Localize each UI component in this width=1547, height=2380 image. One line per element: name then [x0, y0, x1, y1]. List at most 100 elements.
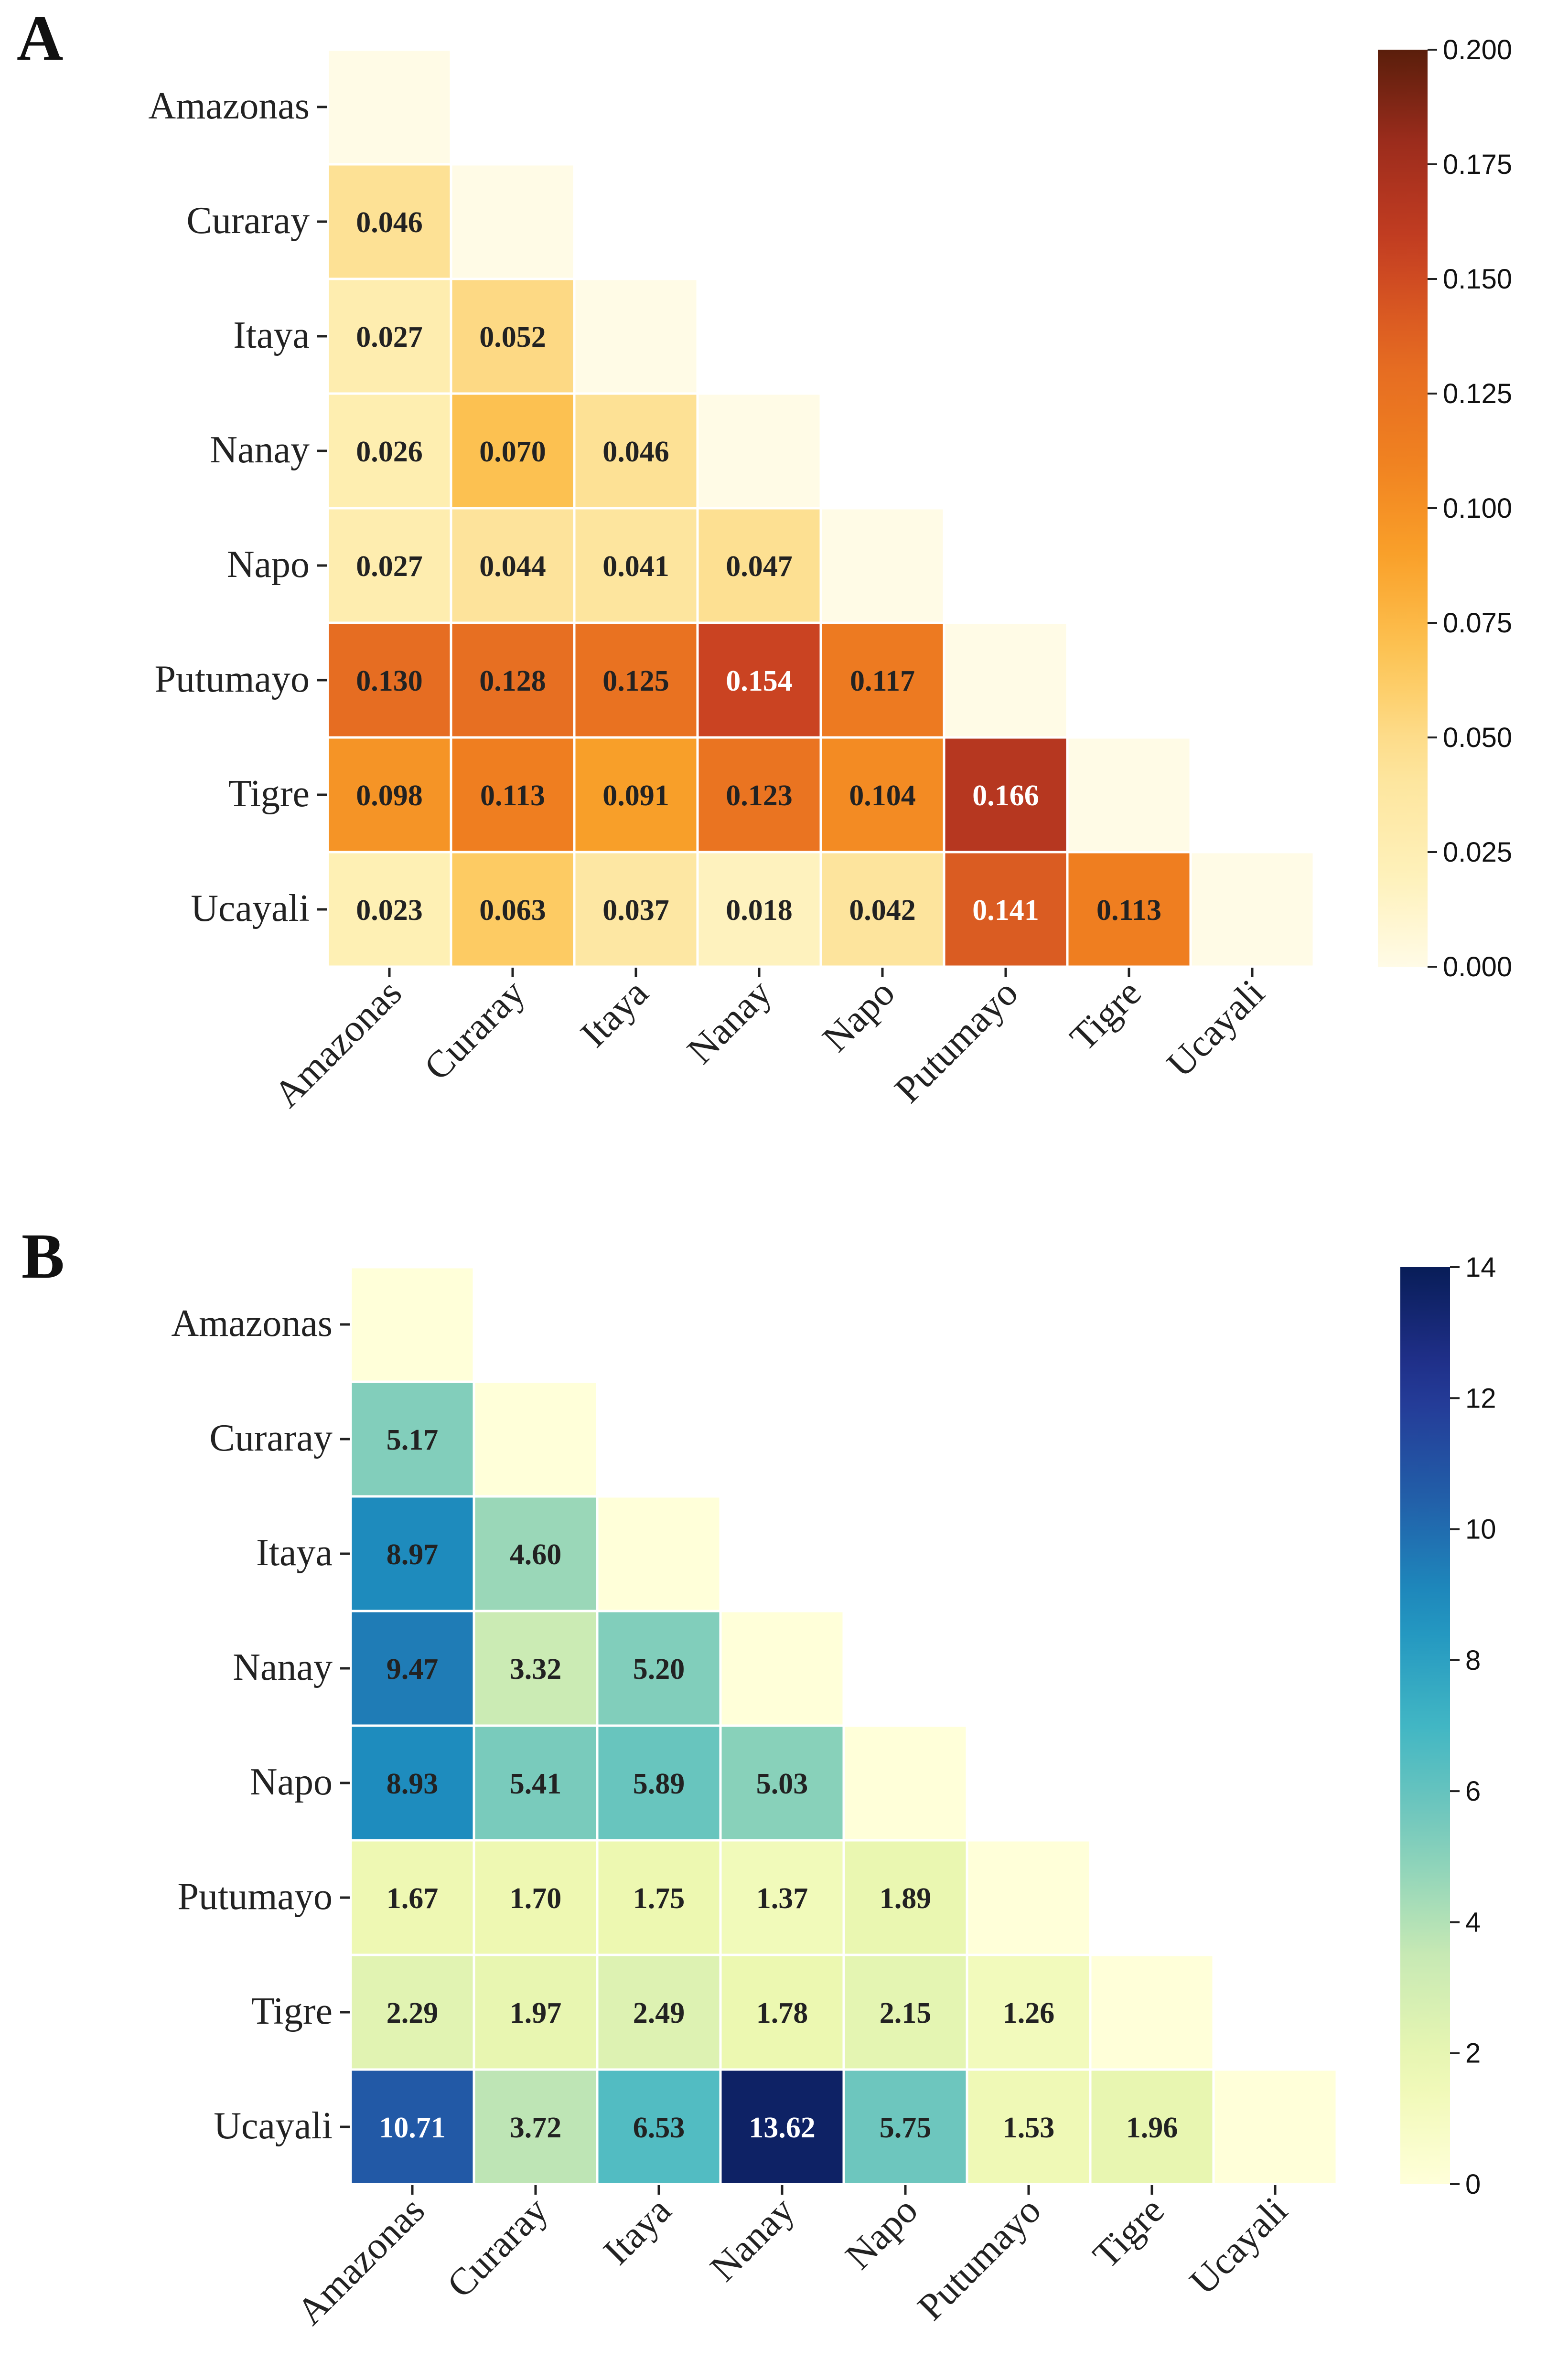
heatmap-cell-Itaya-Amazonas [349, 1495, 475, 1612]
heatmap-cell-Ucayali-Itaya [573, 851, 699, 968]
cell-value: 5.41 [510, 1768, 562, 1800]
cell-value: 1.26 [1003, 1997, 1055, 2029]
cell-value: 3.72 [510, 2112, 562, 2144]
cell-value: 1.70 [510, 1882, 562, 1915]
x-tick-label: Tigre [1062, 972, 1150, 1059]
y-tick-label: Curaray [186, 200, 310, 242]
cell-value: 5.89 [633, 1768, 685, 1800]
cell-value: 0.046 [356, 206, 423, 239]
heatmap-cell-Tigre-Putumayo [966, 1953, 1092, 2071]
heatmap-cell-Napo-Nanay [719, 1724, 845, 1842]
colorbar-tick-label: 0.050 [1443, 722, 1512, 753]
cell-value: 5.17 [387, 1424, 439, 1456]
cell-value: 0.027 [356, 550, 423, 583]
x-tick-label: Putumayo [887, 972, 1026, 1111]
heatmap-cell-Ucayali-Putumayo [966, 2068, 1092, 2186]
cell-value: 2.29 [387, 1997, 439, 2029]
cell-value: 0.027 [356, 321, 423, 353]
cell-value: 5.20 [633, 1653, 685, 1686]
heatmap-cell-Tigre-Itaya [596, 1953, 722, 2071]
y-tick-label: Amazonas [148, 85, 310, 127]
colorbar-tick-label: 14 [1465, 1252, 1496, 1283]
colorbar-tick-label: 6 [1465, 1776, 1481, 1807]
x-tick-label: Amazonas [289, 2189, 433, 2333]
heatmap-cell-Tigre-Amazonas [349, 1953, 475, 2071]
colorbar-tick-label: 0.150 [1443, 264, 1512, 295]
heatmap-cell-Putumayo-Amazonas [326, 621, 452, 739]
heatmap-cell-Nanay-Nanay [696, 392, 822, 510]
y-tick-label: Napo [250, 1761, 333, 1803]
y-tick-label: Amazonas [171, 1302, 333, 1345]
heatmap-cell-Putumayo-Putumayo [966, 1839, 1092, 1956]
heatmap-cell-Napo-Napo [819, 507, 945, 624]
heatmap-cell-Nanay-Itaya [596, 1610, 722, 1727]
cell-value: 5.75 [880, 2112, 932, 2144]
cell-value: 0.117 [850, 665, 915, 697]
y-tick-label: Napo [227, 544, 310, 586]
y-tick-label: Nanay [233, 1646, 333, 1688]
cell-value: 0.052 [479, 321, 546, 353]
panel-label: A [17, 3, 64, 74]
heatmap-cell-Putumayo-Napo [819, 621, 945, 739]
cell-value: 0.063 [479, 894, 546, 927]
x-tick-label: Itaya [572, 972, 656, 1056]
heatmap-cell-Tigre-Nanay [719, 1953, 845, 2071]
cell-value: 1.75 [633, 1882, 685, 1915]
heatmap-cell-Putumayo-Nanay [719, 1839, 845, 1956]
heatmap-cell-Putumayo-Putumayo [943, 621, 1069, 739]
x-tick-label: Napo [815, 972, 903, 1060]
cell-value: 0.046 [602, 436, 669, 468]
colorbar [1400, 1267, 1450, 2184]
cell-value: 0.098 [356, 779, 423, 812]
cell-value: 3.32 [510, 1653, 562, 1686]
cell-value: 0.018 [726, 894, 793, 927]
heatmap-cell-Ucayali-Nanay [696, 851, 822, 968]
heatmap-cell-Napo-Amazonas [349, 1724, 475, 1842]
colorbar-tick-label: 10 [1465, 1514, 1496, 1545]
x-tick-label: Nanay [702, 2189, 803, 2290]
colorbar-tick-label: 8 [1465, 1645, 1481, 1676]
cell-value: 0.104 [849, 779, 916, 812]
heatmap-cell-Itaya-Curaray [473, 1495, 599, 1612]
heatmap-cell-Ucayali-Napo [819, 851, 945, 968]
y-tick-label: Tigre [228, 773, 310, 815]
x-tick-label: Nanay [679, 972, 780, 1072]
heatmap-cell-Nanay-Amazonas [349, 1610, 475, 1727]
cell-value: 1.67 [387, 1882, 439, 1915]
colorbar-tick-label: 0 [1465, 2169, 1481, 2200]
heatmap-cell-Putumayo-Itaya [573, 621, 699, 739]
cell-value: 9.47 [387, 1653, 439, 1686]
panel-label: B [21, 1221, 64, 1292]
heatmap-cell-Tigre-Putumayo [943, 736, 1069, 854]
y-tick-label: Curaray [209, 1417, 333, 1459]
cell-value: 0.042 [849, 894, 916, 927]
colorbar-tick-label: 0.025 [1443, 837, 1512, 868]
y-tick-label: Putumayo [155, 658, 310, 700]
heatmap-cell-Ucayali-Curaray [473, 2068, 599, 2186]
cell-value: 0.154 [726, 665, 793, 697]
cell-value: 6.53 [633, 2112, 685, 2144]
y-tick-label: Itaya [233, 314, 310, 356]
x-tick-label: Tigre [1085, 2189, 1172, 2277]
x-tick-label: Putumayo [910, 2189, 1049, 2329]
cell-value: 0.130 [356, 665, 423, 697]
heatmap-cell-Ucayali-Tigre [1066, 851, 1192, 968]
heatmap-cell-Putumayo-Itaya [596, 1839, 722, 1956]
heatmap-cell-Napo-Itaya [596, 1724, 722, 1842]
heatmap-cell-Tigre-Napo [842, 1953, 968, 2071]
colorbar-tick-label: 2 [1465, 2038, 1481, 2069]
cell-value: 0.070 [479, 436, 546, 468]
cell-value: 0.041 [602, 550, 669, 583]
cell-value: 0.166 [972, 779, 1039, 812]
heatmap-cell-Ucayali-Itaya [596, 2068, 722, 2186]
x-tick-label: Napo [838, 2189, 926, 2278]
x-tick-label: Ucayali [1182, 2189, 1296, 2303]
colorbar-tick-label: 0.200 [1443, 34, 1512, 65]
heatmap-cell-Itaya-Curaray [450, 277, 576, 395]
x-tick-label: Ucayali [1159, 972, 1273, 1086]
colorbar [1378, 50, 1428, 967]
y-tick-label: Nanay [210, 429, 310, 471]
cell-value: 0.125 [602, 665, 669, 697]
heatmap-cell-Tigre-Tigre [1066, 736, 1192, 854]
cell-value: 0.128 [479, 665, 546, 697]
